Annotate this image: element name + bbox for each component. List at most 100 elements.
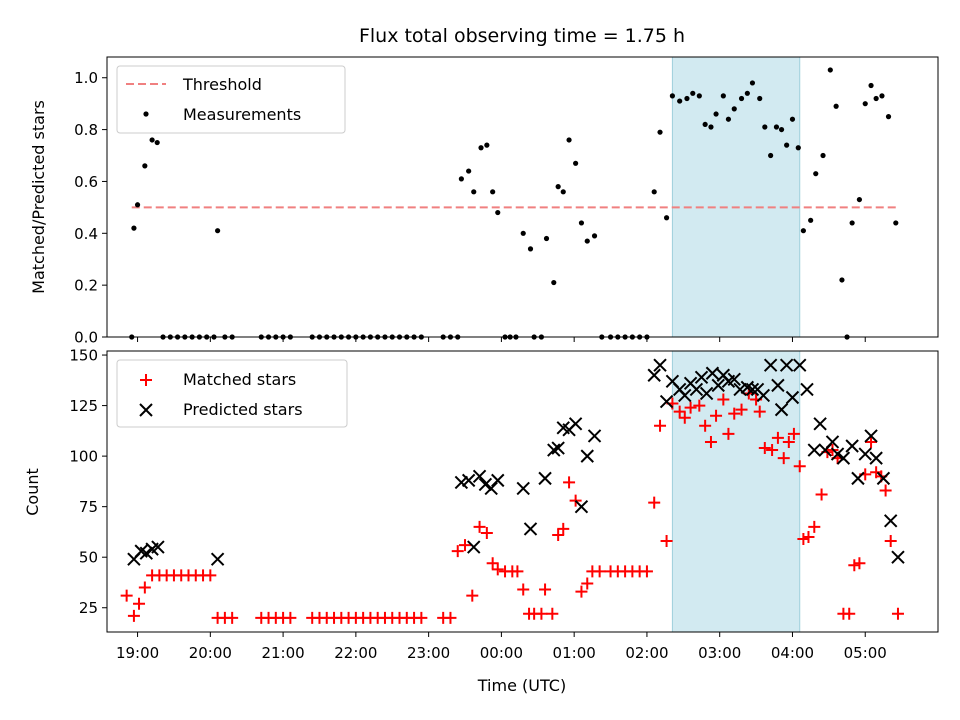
predicted-point [516, 481, 530, 496]
predicted-point [467, 540, 481, 554]
predicted-point [659, 394, 674, 409]
count-observing-span [671, 350, 801, 633]
x-tick-label: 05:00 [844, 644, 887, 662]
matched-point [717, 393, 730, 406]
matched-point [678, 411, 691, 424]
measurement-point [839, 277, 845, 283]
predicted-point [813, 417, 827, 431]
predicted-point [774, 402, 789, 417]
x-tick-label: 04:00 [771, 644, 814, 662]
measurement-point [713, 111, 719, 117]
predicted-point [891, 550, 905, 564]
measurement-point [708, 124, 714, 130]
predicted-point [830, 447, 845, 461]
chart-title: Flux total observing time = 1.75 h [359, 25, 685, 47]
matched-point [891, 607, 904, 620]
measurement-point [789, 116, 796, 122]
legend-predicted-label: Predicted stars [183, 400, 303, 419]
x-tick-label: 19:00 [116, 644, 159, 662]
x-tick-label: 21:00 [261, 644, 304, 662]
legend-measurements-swatch [143, 111, 149, 117]
matched-point [226, 611, 239, 624]
predicted-point [491, 473, 505, 488]
predicted-point [551, 441, 565, 455]
count-y-axis-label: Count [23, 468, 42, 516]
x-axis: 19:00 20:00 21:00 22:00 23:00 00:00 01:00 02:00… [116, 337, 887, 662]
predicted-point [580, 449, 594, 463]
matched-point [491, 563, 504, 576]
matched-point [557, 522, 570, 535]
matched-point [865, 435, 878, 448]
measurement-point [833, 103, 839, 109]
matched-point [758, 442, 771, 455]
measurement-point [669, 93, 676, 99]
x-tick-label: 23:00 [407, 644, 450, 662]
measurement-point [584, 238, 590, 244]
measurement-point [762, 124, 768, 130]
matched-point [284, 611, 297, 624]
measurement-point [543, 235, 550, 242]
measurement-point [696, 93, 702, 99]
measurement-point [154, 139, 160, 146]
predicted-point [869, 451, 883, 465]
measurement-point [738, 95, 745, 102]
matched-point [843, 607, 856, 620]
measurement-point [578, 220, 585, 226]
matched-point [204, 569, 217, 582]
measurement-point [868, 82, 874, 89]
measurement-point [551, 279, 557, 286]
predicted-point [653, 358, 667, 372]
measurement-point [527, 246, 534, 252]
matched-point [704, 435, 717, 448]
measurement-point [651, 189, 657, 195]
count-y-tick-label: 150 [69, 347, 98, 365]
predicted-point [745, 382, 760, 397]
matched-point [753, 405, 766, 418]
matched-point [444, 611, 457, 624]
matched-point [693, 399, 706, 412]
measurement-point [885, 114, 892, 120]
predicted-point [574, 499, 589, 514]
measurement-point [684, 95, 690, 102]
predicted-point [689, 382, 704, 397]
matched-point [466, 589, 479, 602]
predicted-point [727, 372, 741, 387]
matched-point [546, 607, 559, 620]
matched-point [766, 444, 779, 457]
measurement-point [744, 90, 750, 96]
measurement-point [466, 168, 472, 174]
matched-point [782, 435, 795, 448]
x-tick-label: 01:00 [553, 644, 596, 662]
count-y-tick-label: 100 [69, 448, 98, 466]
measurement-point [720, 93, 726, 99]
predicted-point [484, 481, 498, 496]
measurement-point [566, 137, 572, 143]
measurement-point [784, 142, 790, 148]
matched-point [648, 496, 661, 509]
measurement-point [149, 137, 155, 143]
measurement-point [795, 145, 801, 151]
predicted-point [538, 471, 552, 486]
predicted-point [864, 429, 878, 443]
predicted-point [694, 370, 709, 384]
predicted-point [461, 473, 476, 488]
measurement-point [663, 215, 670, 221]
legend-matched-swatch [140, 374, 152, 386]
matched-point [517, 583, 530, 596]
matched-point [884, 535, 897, 548]
predicted-point [771, 378, 785, 393]
ratio-legend: Threshold Measurements [116, 65, 346, 134]
matched-point [808, 520, 821, 533]
legend-measurements-label: Measurements [183, 105, 301, 124]
predicted-point [756, 388, 771, 403]
measurement-point [778, 126, 785, 133]
measurement-point [495, 209, 501, 216]
ratio-y-tick-label: 0.2 [74, 277, 98, 295]
legend-threshold-label: Threshold [182, 75, 262, 94]
legend-predicted-swatch [139, 403, 153, 417]
predicted-point [836, 451, 851, 465]
measurement-point [725, 116, 732, 122]
matched-point [486, 557, 499, 570]
matched-point [815, 488, 828, 501]
